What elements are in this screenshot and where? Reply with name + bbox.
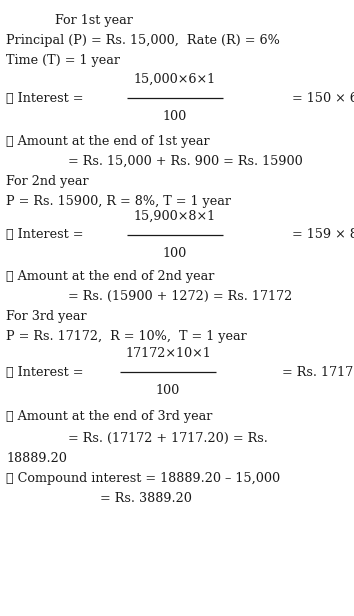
Text: = Rs. (17172 + 1717.20) = Rs.: = Rs. (17172 + 1717.20) = Rs. [68,432,268,445]
Text: ∴ Amount at the end of 1st year: ∴ Amount at the end of 1st year [6,135,210,148]
Text: = Rs. (15900 + 1272) = Rs. 17172: = Rs. (15900 + 1272) = Rs. 17172 [68,290,292,303]
Text: 100: 100 [163,247,187,260]
Text: 15,900×8×1: 15,900×8×1 [134,210,216,223]
Text: ∴ Compound interest = 18889.20 – 15,000: ∴ Compound interest = 18889.20 – 15,000 [6,472,280,485]
Text: = 159 × 8 = Rs. 1272: = 159 × 8 = Rs. 1272 [292,229,354,241]
Text: P = Rs. 17172,  R = 10%,  T = 1 year: P = Rs. 17172, R = 10%, T = 1 year [6,330,247,343]
Text: ∴ Amount at the end of 2nd year: ∴ Amount at the end of 2nd year [6,270,215,283]
Text: ∴ Amount at the end of 3rd year: ∴ Amount at the end of 3rd year [6,410,212,423]
Text: For 2nd year: For 2nd year [6,175,88,188]
Text: = Rs. 3889.20: = Rs. 3889.20 [100,492,192,505]
Text: ∴ Interest =: ∴ Interest = [6,229,84,241]
Text: 100: 100 [163,110,187,123]
Text: 17172×10×1: 17172×10×1 [125,347,211,360]
Text: = 150 × 6 = Rs. 900: = 150 × 6 = Rs. 900 [292,92,354,105]
Text: Principal (P) = Rs. 15,000,  Rate (R) = 6%: Principal (P) = Rs. 15,000, Rate (R) = 6… [6,34,280,47]
Text: ∴ Interest =: ∴ Interest = [6,92,84,105]
Text: ∴ Interest =: ∴ Interest = [6,365,84,378]
Text: = Rs. 15,000 + Rs. 900 = Rs. 15900: = Rs. 15,000 + Rs. 900 = Rs. 15900 [68,155,303,168]
Text: 100: 100 [156,384,180,397]
Text: For 3rd year: For 3rd year [6,310,87,323]
Text: Time (T) = 1 year: Time (T) = 1 year [6,54,120,67]
Text: = Rs. 1717.20: = Rs. 1717.20 [282,365,354,378]
Text: For 1st year: For 1st year [55,14,133,27]
Text: P = Rs. 15900, R = 8%, T = 1 year: P = Rs. 15900, R = 8%, T = 1 year [6,195,231,208]
Text: 15,000×6×1: 15,000×6×1 [134,73,216,86]
Text: 18889.20: 18889.20 [6,452,67,465]
